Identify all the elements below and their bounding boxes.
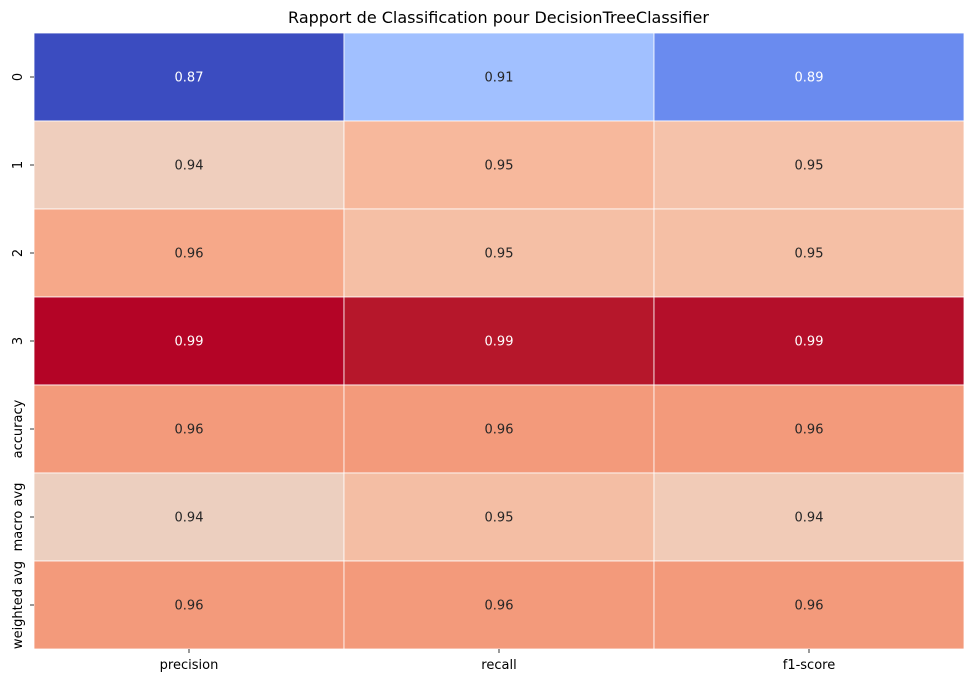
cell-value-label: 0.99	[175, 335, 204, 350]
heatmap-cell	[653, 560, 965, 650]
heatmap-cell	[33, 208, 345, 298]
cell-value-label: 0.96	[485, 599, 514, 614]
cell-value-label: 0.96	[795, 423, 824, 438]
heatmap-annotations: 0.87 0.91 0.89 0.94 0.95 0.95 0.96 0.95 0.95 0.99…	[175, 71, 824, 614]
x-tick-label: recall	[481, 658, 516, 673]
y-tick-label: 0	[11, 73, 26, 81]
heatmap-cell	[33, 120, 345, 210]
y-tick-label: weighted avg	[11, 561, 26, 649]
heatmap-cell	[653, 296, 965, 386]
chart-title: Rapport de Classification pour DecisionT…	[288, 8, 709, 27]
cell-value-label: 0.96	[175, 247, 204, 262]
cell-value-label: 0.87	[175, 71, 204, 86]
heatmap-cell	[343, 120, 655, 210]
heatmap-cell	[343, 32, 655, 122]
heatmap-cell	[343, 384, 655, 474]
cell-value-label: 0.94	[795, 511, 824, 526]
cell-value-label: 0.94	[175, 511, 204, 526]
heatmap-cell	[33, 296, 345, 386]
heatmap-cell	[33, 384, 345, 474]
heatmap-cell	[653, 384, 965, 474]
heatmap-cell	[653, 120, 965, 210]
y-tick-label: 3	[11, 337, 26, 345]
cell-value-label: 0.91	[485, 71, 514, 86]
y-axis: 0 1 2 3 accuracy macro avg weighted avg	[11, 73, 34, 649]
y-tick-label: 2	[11, 249, 26, 257]
heatmap-cells	[33, 32, 965, 650]
cell-value-label: 0.95	[485, 247, 514, 262]
cell-value-label: 0.89	[795, 71, 824, 86]
y-tick-label: 1	[11, 161, 26, 169]
cell-value-label: 0.99	[795, 335, 824, 350]
heatmap-cell	[33, 560, 345, 650]
heatmap-cell	[653, 32, 965, 122]
cell-value-label: 0.94	[175, 159, 204, 174]
x-axis: precision recall f1-score	[160, 649, 835, 673]
cell-value-label: 0.96	[175, 423, 204, 438]
cell-value-label: 0.95	[485, 511, 514, 526]
heatmap-cell	[343, 208, 655, 298]
heatmap-cell	[343, 472, 655, 562]
y-tick-label: macro avg	[11, 483, 26, 552]
cell-value-label: 0.95	[795, 159, 824, 174]
cell-value-label: 0.95	[795, 247, 824, 262]
heatmap-cell	[33, 32, 345, 122]
x-tick-label: precision	[160, 658, 219, 673]
x-tick-label: f1-score	[783, 658, 835, 673]
cell-value-label: 0.99	[485, 335, 514, 350]
cell-value-label: 0.95	[485, 159, 514, 174]
heatmap-cell	[653, 472, 965, 562]
cell-value-label: 0.96	[485, 423, 514, 438]
heatmap-cell	[343, 560, 655, 650]
y-tick-label: accuracy	[11, 399, 26, 458]
cell-value-label: 0.96	[795, 599, 824, 614]
cell-value-label: 0.96	[175, 599, 204, 614]
